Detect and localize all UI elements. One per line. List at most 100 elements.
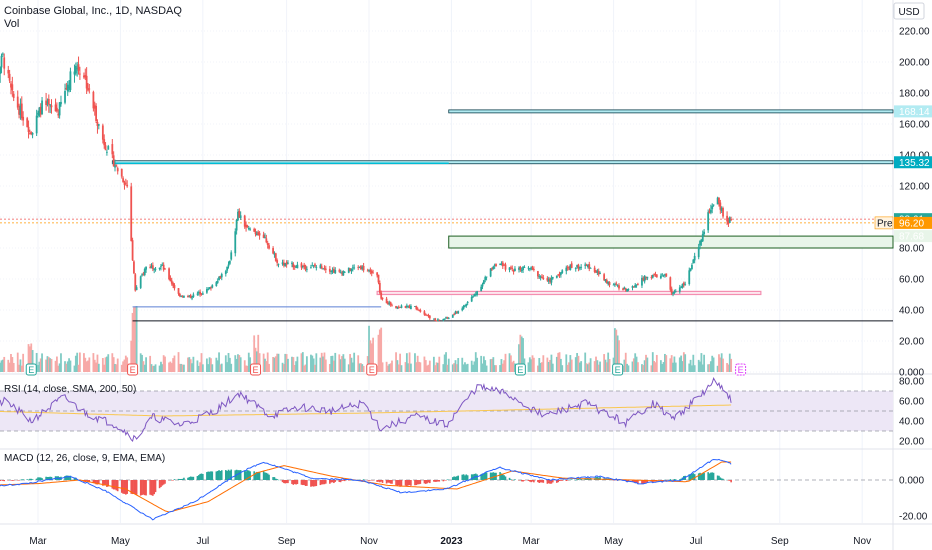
support-zone[interactable] [448,235,894,249]
macd-histogram-bar [387,480,389,483]
macd-histogram-bar [145,480,147,496]
price-axis[interactable]: 0.00020.0040.0060.0080.00100.00120.00140… [874,27,932,523]
candle-body [243,215,246,227]
candle-body [310,267,312,269]
earnings-marker[interactable] [514,363,526,376]
macd-histogram-bar [173,479,176,480]
pink-zone[interactable] [376,290,762,296]
macd-histogram-bar [302,480,304,486]
resistance-168-zone[interactable] [448,109,894,114]
volume-bar [246,365,249,372]
pre-price-tag[interactable] [894,216,932,229]
earnings-marker[interactable] [366,363,378,376]
volume-bar [332,360,335,372]
macd-title[interactable]: MACD (12, 26, close, 9, EMA, EMA) [4,453,165,464]
earnings-marker[interactable] [735,363,747,376]
drawn-levels[interactable] [0,109,894,322]
macd-histogram-bar [419,480,422,484]
volume-bar [361,364,364,372]
earnings-marker[interactable] [25,363,37,376]
macd-histogram-bar [438,480,441,482]
candle-body [711,206,714,210]
earnings-marker[interactable] [127,363,139,376]
volume-bar [605,362,608,372]
level-87-tag[interactable] [894,230,932,243]
volume-bar [377,334,380,372]
volume-bar [569,355,572,372]
volume-bar [153,365,156,372]
candle-body [368,269,370,272]
candle-body [482,280,485,284]
candle-body [446,317,449,319]
volume-bar [101,358,104,372]
volume-bar [522,338,524,372]
macd-histogram-bar [216,470,219,480]
volume-bar [353,352,356,372]
volume-bar [416,355,419,372]
volume-bar [177,352,180,372]
volume-bar [693,365,696,372]
earnings-label: E [253,365,259,375]
volume-bar [407,363,410,372]
volume-bar [285,354,288,372]
macd-histogram-bar [631,480,634,482]
price-tick-label: 180.00 [899,89,930,100]
volume-bar [489,359,492,372]
time-axis[interactable]: Mar May Jul Sep Nov 2023 Mar May Jul Sep Nov [29,536,871,547]
candle-body [661,274,664,276]
resistance-135-zone[interactable] [111,160,894,165]
volume-bar [93,359,96,372]
candle-body [149,267,152,269]
volume-bar [0,362,2,372]
earnings-label: E [738,365,744,375]
macd-histogram-bar [400,480,403,487]
macd-histogram-bar [446,479,449,480]
pre-label-pill[interactable] [874,216,894,230]
rsi-title[interactable]: RSI (14, close, SMA, 200, 50) [4,384,136,395]
candle-body [342,271,345,276]
macd-histogram-bar [453,476,455,480]
candle-body [341,273,343,275]
candle-body [637,283,639,285]
macd-histogram-bar [569,479,572,481]
macd-histogram-bar [143,480,146,496]
macd-histogram-bar [716,475,719,480]
candle-body [627,288,630,290]
macd-histogram-bar [330,480,332,483]
candle-body [228,260,231,264]
earnings-marker[interactable] [250,363,262,376]
candle-body [161,264,164,266]
volume-bar [104,357,107,372]
candle-body [27,126,30,132]
macd-histogram-bar [381,480,384,483]
currency-button[interactable] [893,2,925,20]
macd-histogram-bar [480,474,482,480]
macd-histogram-bar [612,480,615,481]
volume-bar [607,352,610,372]
candle-body [391,305,393,307]
candle-body [574,268,577,270]
volume-bar [604,359,607,372]
level-135-tag[interactable] [894,156,932,169]
macd-histogram-bar [106,480,108,487]
volume-bar [30,343,33,372]
macd-histogram-bar [211,471,214,480]
volume-bar [512,360,515,372]
macd-histogram-bar [372,480,374,481]
macd-histogram-bar [461,474,464,480]
volume-bar [418,361,420,372]
volume-bar [670,355,673,372]
pre-price-value: 96.20 [899,218,924,229]
candle-body [378,282,381,293]
volume-bar [728,353,731,372]
candle-body [699,240,701,246]
macd-histogram-bar [93,480,96,484]
macd-histogram-bar [406,480,408,487]
earnings-marker[interactable] [612,363,624,376]
macd-histogram-bar [238,470,241,480]
level-168-tag[interactable] [894,105,932,118]
candle-body [708,210,711,214]
candle-body [357,266,360,268]
candle-body [65,87,68,90]
